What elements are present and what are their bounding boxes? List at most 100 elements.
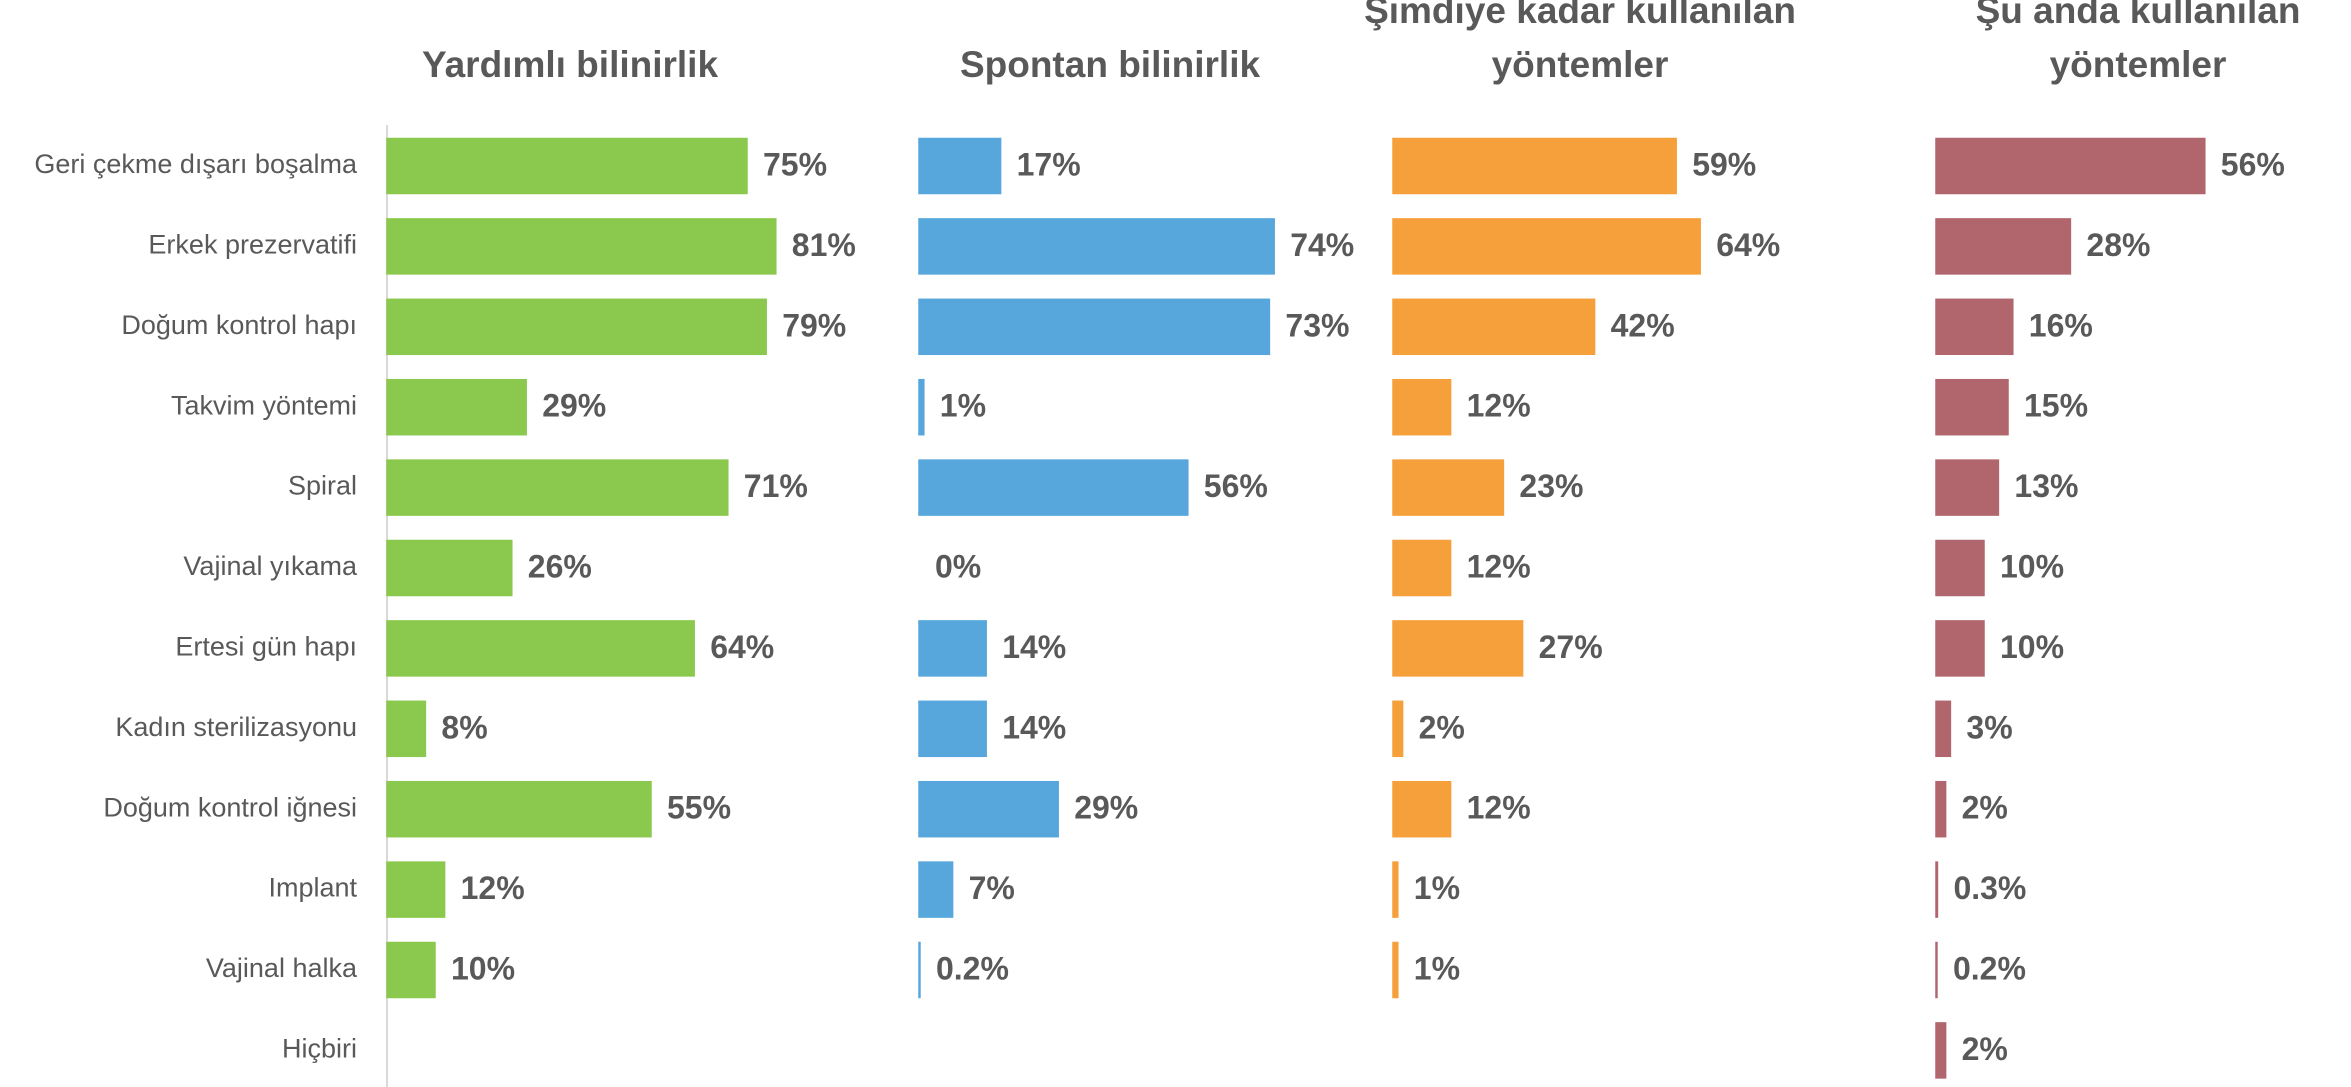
value-label: 14%	[1002, 709, 1066, 745]
category-label: Vajinal halka	[206, 953, 358, 983]
value-label: 12%	[1467, 548, 1531, 584]
panel-title: Yardımlı bilinirlik	[421, 44, 719, 85]
bar	[1392, 298, 1596, 356]
bar	[386, 378, 527, 436]
value-label: 10%	[451, 950, 515, 986]
value-label: 12%	[1467, 388, 1531, 424]
value-label: 1%	[1414, 950, 1460, 986]
value-label: 1%	[940, 388, 986, 424]
bar	[918, 137, 1002, 195]
bar	[1392, 137, 1677, 195]
bar	[1935, 700, 1952, 758]
bar	[386, 298, 767, 356]
bar	[1935, 137, 2206, 195]
category-label: Kadın sterilizasyonu	[115, 712, 357, 742]
bar	[918, 218, 1275, 275]
bar	[386, 700, 427, 758]
category-label: Geri çekme dışarı boşalma	[34, 149, 358, 179]
value-label: 0.3%	[1953, 870, 2026, 906]
value-label: 64%	[710, 629, 774, 665]
value-label: 75%	[763, 146, 827, 182]
category-label: Doğum kontrol iğnesi	[103, 792, 357, 822]
value-label: 10%	[2000, 629, 2064, 665]
bar	[918, 378, 925, 436]
bar	[386, 620, 695, 677]
value-label: 64%	[1716, 227, 1780, 263]
value-label: 29%	[1074, 790, 1138, 826]
value-label: 56%	[2221, 146, 2285, 182]
value-label: 12%	[1467, 790, 1531, 826]
value-label: 55%	[667, 790, 731, 826]
bar	[1935, 459, 2000, 516]
value-label: 15%	[2024, 388, 2088, 424]
value-label: 42%	[1611, 307, 1675, 343]
value-label: 71%	[744, 468, 808, 504]
bar	[1935, 1022, 1947, 1079]
bar	[918, 941, 921, 999]
value-label: 0%	[935, 548, 981, 584]
bar	[918, 620, 987, 677]
value-label: 16%	[2029, 307, 2093, 343]
bar	[918, 298, 1271, 356]
value-label: 81%	[792, 227, 856, 263]
category-label: Ertesi gün hapı	[175, 632, 357, 662]
bar	[1935, 780, 1947, 838]
value-label: 27%	[1539, 629, 1603, 665]
category-label: Doğum kontrol hapı	[121, 310, 357, 340]
value-label: 26%	[528, 548, 592, 584]
bar	[386, 459, 729, 516]
bar	[918, 861, 954, 918]
panel-title: Spontan bilinirlik	[959, 44, 1261, 85]
bar	[1935, 298, 2014, 356]
value-label: 74%	[1290, 227, 1354, 263]
bar	[1392, 941, 1399, 999]
value-label: 2%	[1419, 709, 1465, 745]
bar	[386, 861, 446, 918]
bar	[1392, 459, 1505, 516]
value-label: 2%	[1962, 790, 2008, 826]
category-label: Hiçbiri	[282, 1034, 357, 1064]
bar	[386, 137, 748, 195]
bar	[918, 700, 987, 758]
category-label: Takvim yöntemi	[171, 390, 357, 420]
bar	[1392, 861, 1399, 918]
value-label: 23%	[1519, 468, 1583, 504]
value-label: 3%	[1966, 709, 2012, 745]
value-label: 28%	[2086, 227, 2150, 263]
category-label: Erkek prezervatifi	[148, 230, 357, 260]
value-label: 59%	[1692, 146, 1756, 182]
value-label: 12%	[461, 870, 525, 906]
bar	[1935, 378, 2009, 436]
category-label: Spiral	[288, 471, 357, 501]
bar	[386, 218, 777, 275]
value-label: 17%	[1017, 146, 1081, 182]
value-label: 1%	[1414, 870, 1460, 906]
bar	[1392, 700, 1404, 758]
bar	[386, 539, 513, 597]
panel-title: Şu anda kullanılan yöntemler	[1975, 0, 2301, 85]
value-label: 8%	[441, 709, 487, 745]
value-label: 79%	[782, 307, 846, 343]
bar	[1935, 861, 1939, 918]
value-label: 56%	[1204, 468, 1268, 504]
bar	[1392, 620, 1524, 677]
bar	[1935, 941, 1938, 999]
bar	[918, 459, 1189, 516]
value-label: 10%	[2000, 548, 2064, 584]
bar	[918, 780, 1059, 838]
bar	[1392, 378, 1452, 436]
value-label: 7%	[969, 870, 1015, 906]
value-label: 2%	[1962, 1031, 2008, 1067]
bar	[386, 780, 652, 838]
bar	[1392, 218, 1701, 275]
value-label: 29%	[542, 388, 606, 424]
value-label: 73%	[1285, 307, 1349, 343]
bar	[1935, 620, 1985, 677]
bar	[386, 941, 436, 999]
bar	[1392, 539, 1452, 597]
value-label: 0.2%	[936, 950, 1009, 986]
bar	[1935, 539, 1985, 597]
value-label: 0.2%	[1953, 950, 2026, 986]
